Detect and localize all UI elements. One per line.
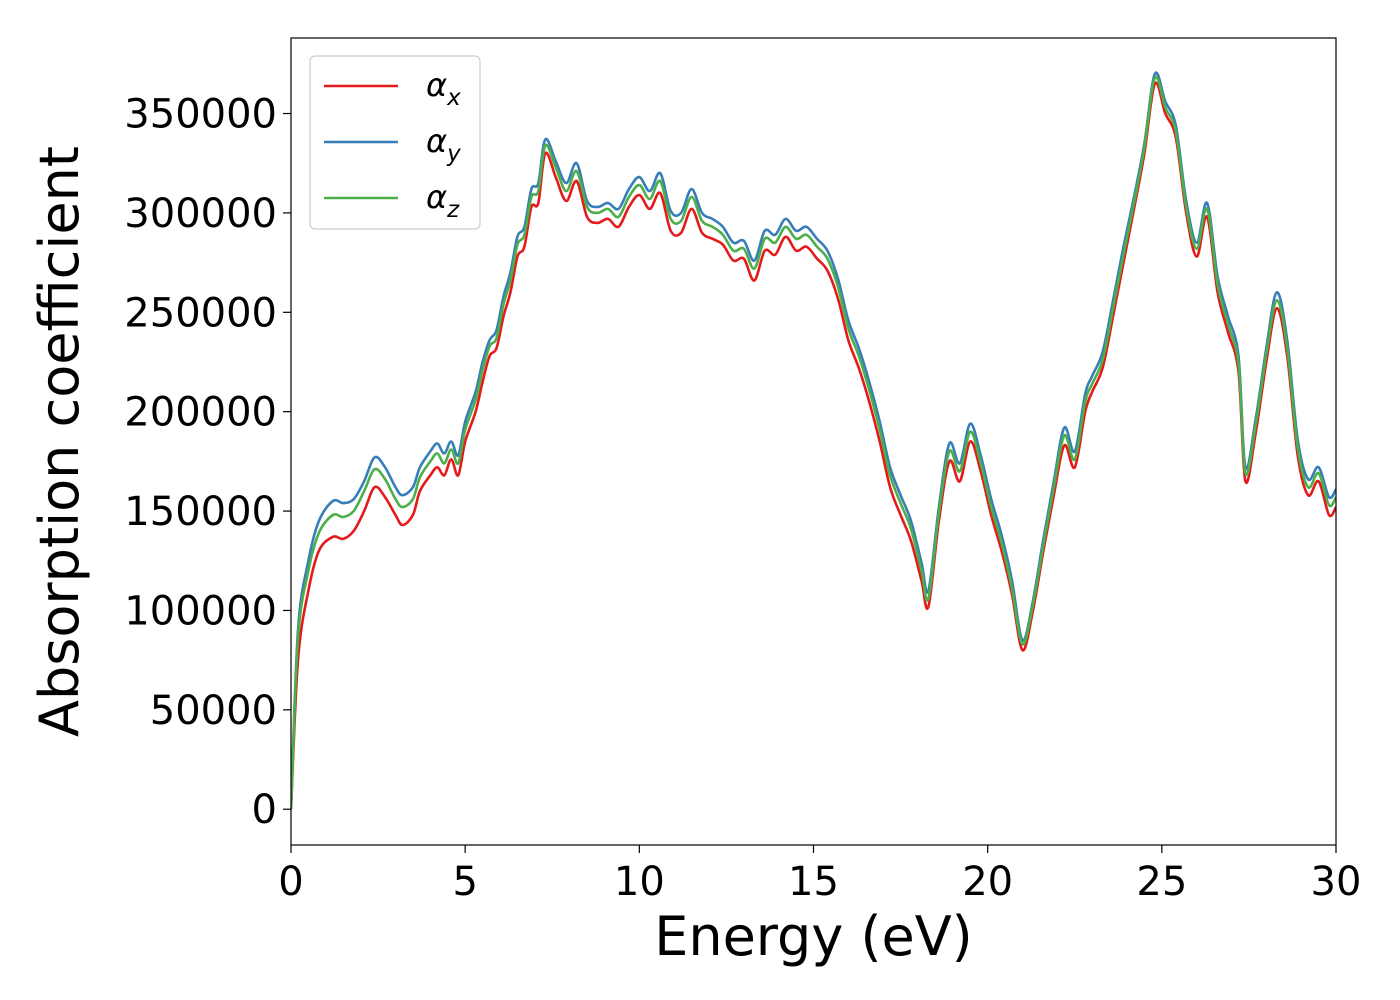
y-axis-label: Absorption coefficient: [28, 146, 91, 737]
legend: αx αy αz: [309, 55, 481, 230]
x-tick-label: 0: [278, 859, 303, 905]
y-tick-label: 350000: [124, 92, 277, 138]
x-axis: 0 5 10 15 20 25 30: [278, 845, 1361, 905]
legend-label-y: αy: [426, 122, 461, 167]
series-line-x: [291, 81, 1336, 810]
y-tick-label: 0: [252, 787, 277, 833]
x-tick-label: 10: [614, 859, 665, 905]
y-axis: 0 50000 100000 150000 200000 250000 300000 3500…: [124, 92, 291, 833]
y-tick-label: 100000: [124, 588, 277, 634]
y-tick-label: 150000: [124, 489, 277, 535]
x-axis-label: Energy (eV): [654, 905, 973, 968]
y-tick-label: 200000: [124, 390, 277, 436]
x-tick-label: 20: [962, 859, 1013, 905]
series-layer: [291, 71, 1336, 810]
series-line-y: [291, 71, 1336, 810]
x-tick-label: 5: [452, 859, 477, 905]
y-tick-label: 50000: [150, 688, 277, 734]
series-line-z: [291, 75, 1336, 810]
legend-label-z: αz: [426, 178, 460, 223]
x-tick-label: 15: [788, 859, 839, 905]
y-tick-label: 300000: [124, 191, 277, 237]
legend-label-x: αx: [426, 66, 461, 111]
y-tick-label: 250000: [124, 290, 277, 336]
x-tick-label: 25: [1136, 859, 1187, 905]
x-tick-label: 30: [1311, 859, 1362, 905]
